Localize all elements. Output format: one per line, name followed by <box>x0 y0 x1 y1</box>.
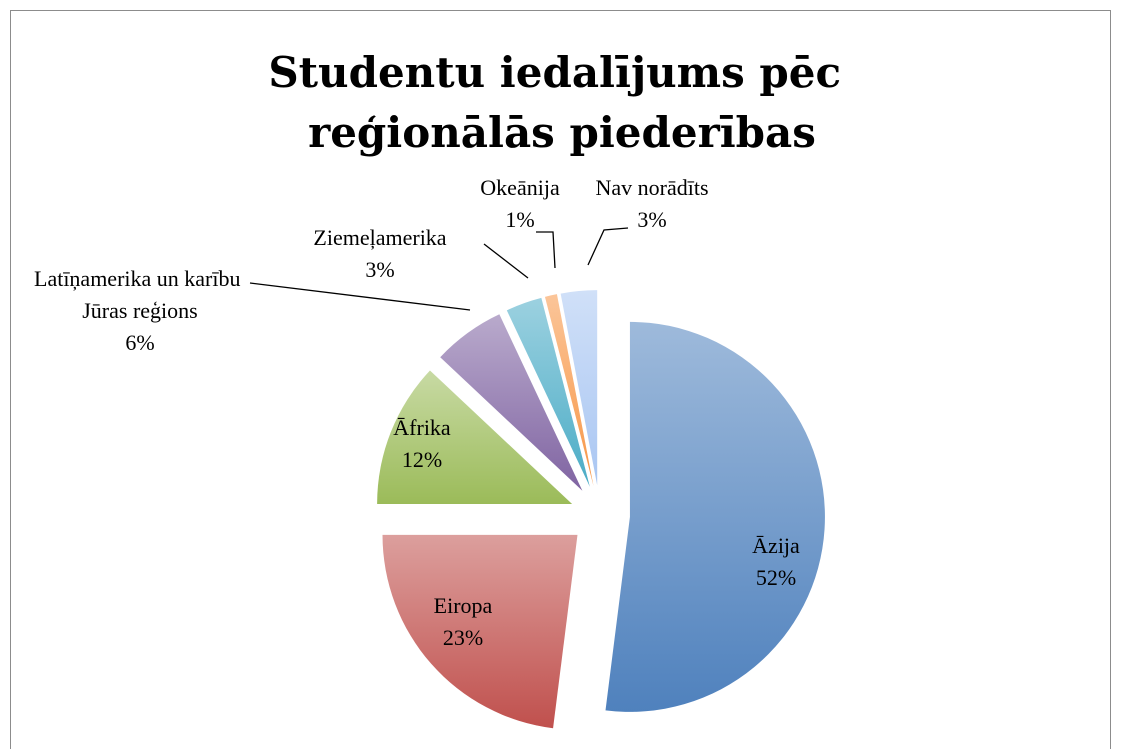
slice-category-label: Nav norādīts <box>595 175 708 200</box>
pie-slice <box>382 534 578 729</box>
slice-value-label: 3% <box>365 257 394 282</box>
leader-line <box>536 231 556 269</box>
chart-title: Studentu iedalījums pēc reģionālās piede… <box>268 48 855 157</box>
leader-line <box>587 227 629 266</box>
slice-category-label: Āzija <box>752 533 800 558</box>
leader-line <box>249 282 471 311</box>
slice-value-label: 52% <box>756 565 796 590</box>
pie-slice <box>377 370 573 504</box>
slice-value-label: 23% <box>443 625 483 650</box>
slice-category-label: Āfrika <box>393 415 451 440</box>
slice-value-label: 12% <box>402 447 442 472</box>
pie-slice <box>560 290 598 486</box>
slice-value-label: 1% <box>505 207 534 232</box>
leader-line <box>483 243 529 279</box>
slice-value-label: 3% <box>637 207 666 232</box>
slice-category-label: Okeānija <box>480 175 560 200</box>
pie-slice <box>544 294 594 486</box>
pie-slice <box>605 321 825 712</box>
slice-value-label: 6% <box>125 330 154 355</box>
slice-category-label: Ziemeļamerika <box>313 225 446 250</box>
slice-category-label: Latīņamerika un karību Jūras reģions <box>34 266 246 323</box>
pie-slice <box>506 297 590 487</box>
slice-category-label: Eiropa <box>434 593 493 618</box>
pie-slice <box>440 314 583 491</box>
